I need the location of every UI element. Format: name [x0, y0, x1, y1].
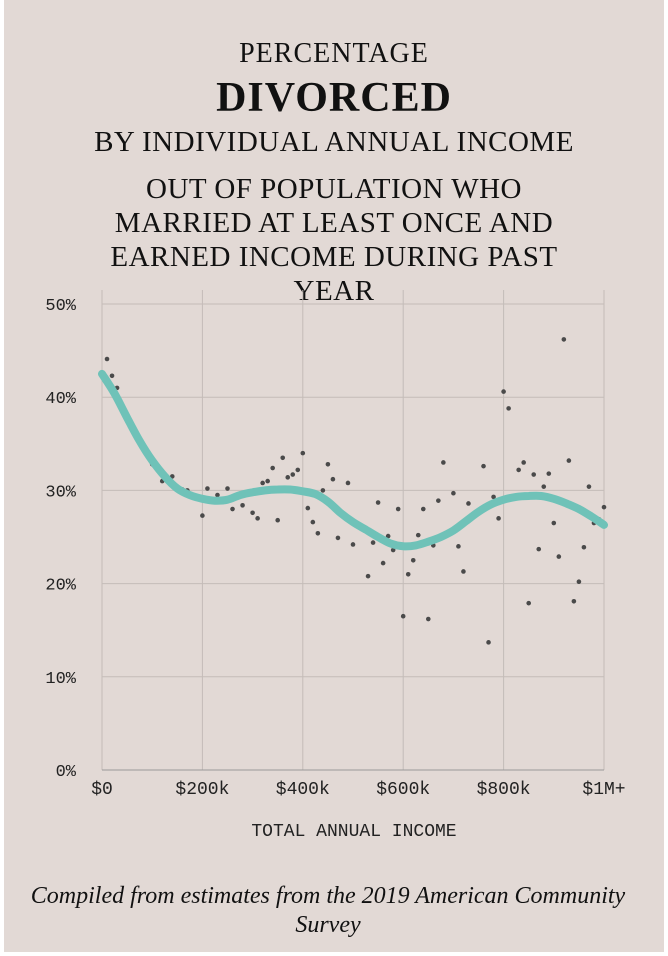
- data-point: [300, 450, 306, 456]
- data-point: [230, 506, 235, 512]
- data-point: [285, 475, 291, 480]
- data-point: [576, 579, 582, 585]
- data-point: [456, 544, 461, 549]
- data-point: [385, 533, 391, 539]
- data-point: [556, 554, 562, 559]
- data-point: [551, 520, 557, 526]
- data-point: [310, 519, 316, 525]
- data-point: [370, 540, 376, 545]
- data-point: [375, 500, 381, 505]
- data-point: [581, 544, 587, 550]
- x-tick-label: $800k: [477, 780, 531, 800]
- y-tick-label: 20%: [45, 577, 76, 596]
- data-point: [501, 389, 506, 394]
- data-point: [290, 472, 296, 477]
- data-point: [516, 467, 521, 473]
- data-point: [400, 613, 406, 619]
- data-point: [240, 503, 245, 508]
- data-point: [315, 530, 321, 536]
- data-point: [215, 492, 220, 498]
- data-point: [255, 516, 260, 521]
- main-title: DIVORCED: [216, 75, 452, 121]
- by-line: BY INDIVIDUAL ANNUAL INCOME: [94, 126, 574, 158]
- x-tick-label: $400k: [276, 780, 330, 800]
- data-point: [526, 600, 531, 606]
- data-point: [345, 480, 351, 486]
- data-point: [250, 510, 255, 516]
- y-tick-label: 30%: [45, 483, 76, 502]
- data-point: [410, 558, 416, 563]
- data-point: [441, 460, 446, 465]
- data-point: [541, 484, 547, 489]
- data-point: [405, 571, 411, 577]
- data-point: [481, 463, 486, 469]
- y-tick-labels: 0% 10% 20% 30% 40% 50%: [45, 297, 76, 782]
- data-point: [451, 490, 456, 496]
- data-point: [265, 478, 270, 484]
- data-point: [365, 573, 371, 579]
- x-tick-label: $200k: [175, 780, 229, 800]
- x-tick-label: $600k: [376, 780, 430, 800]
- data-point: [420, 506, 426, 512]
- data-point: [295, 467, 301, 473]
- subtitle: OUT OF POPULATION WHO MARRIED AT LEAST O…: [110, 173, 558, 307]
- data-point: [260, 480, 265, 486]
- trend-line: [98, 369, 608, 551]
- y-tick-label: 40%: [45, 390, 76, 409]
- data-point: [561, 337, 567, 342]
- data-point: [205, 486, 210, 491]
- data-point: [536, 546, 542, 552]
- data-point: [330, 476, 336, 482]
- poster-background: [4, 0, 664, 952]
- data-point: [415, 532, 421, 538]
- data-point: [531, 472, 537, 477]
- x-tick-label: $0: [91, 780, 113, 800]
- data-point: [491, 494, 496, 500]
- grid-lines: [101, 290, 605, 771]
- data-point: [275, 517, 281, 523]
- y-tick-label: 0%: [56, 763, 77, 782]
- data-point: [335, 535, 341, 541]
- data-point: [350, 542, 356, 547]
- x-tick-label: $1M+: [582, 780, 625, 800]
- data-point: [436, 498, 441, 503]
- data-point: [566, 458, 572, 463]
- data-point: [200, 513, 205, 518]
- data-point: [601, 504, 607, 510]
- data-point: [380, 560, 386, 566]
- x-axis-label: TOTAL ANNUAL INCOME: [251, 822, 456, 842]
- data-point: [586, 484, 592, 489]
- data-point: [270, 465, 275, 471]
- data-point: [280, 455, 286, 461]
- data-point: [571, 599, 577, 604]
- data-point: [325, 462, 331, 467]
- data-points: [104, 337, 607, 645]
- data-point: [521, 460, 526, 465]
- y-tick-label: 10%: [45, 670, 76, 689]
- data-point: [466, 501, 471, 506]
- data-point: [305, 505, 311, 511]
- data-point: [390, 547, 396, 553]
- data-point: [104, 356, 110, 362]
- data-point: [109, 373, 115, 379]
- data-point: [496, 516, 501, 521]
- source-note: Compiled from estimates from the 2019 Am…: [30, 883, 626, 938]
- data-point: [320, 488, 326, 493]
- x-tick-labels: $0 $200k $400k $600k $800k $1M+: [91, 780, 625, 800]
- data-point: [546, 471, 552, 476]
- pre-title: PERCENTAGE: [239, 38, 429, 69]
- data-point: [506, 406, 511, 411]
- data-point: [486, 640, 491, 645]
- data-point: [395, 506, 401, 512]
- data-point: [461, 569, 466, 574]
- data-point: [225, 486, 230, 491]
- y-tick-label: 50%: [45, 297, 76, 316]
- data-point: [426, 616, 431, 622]
